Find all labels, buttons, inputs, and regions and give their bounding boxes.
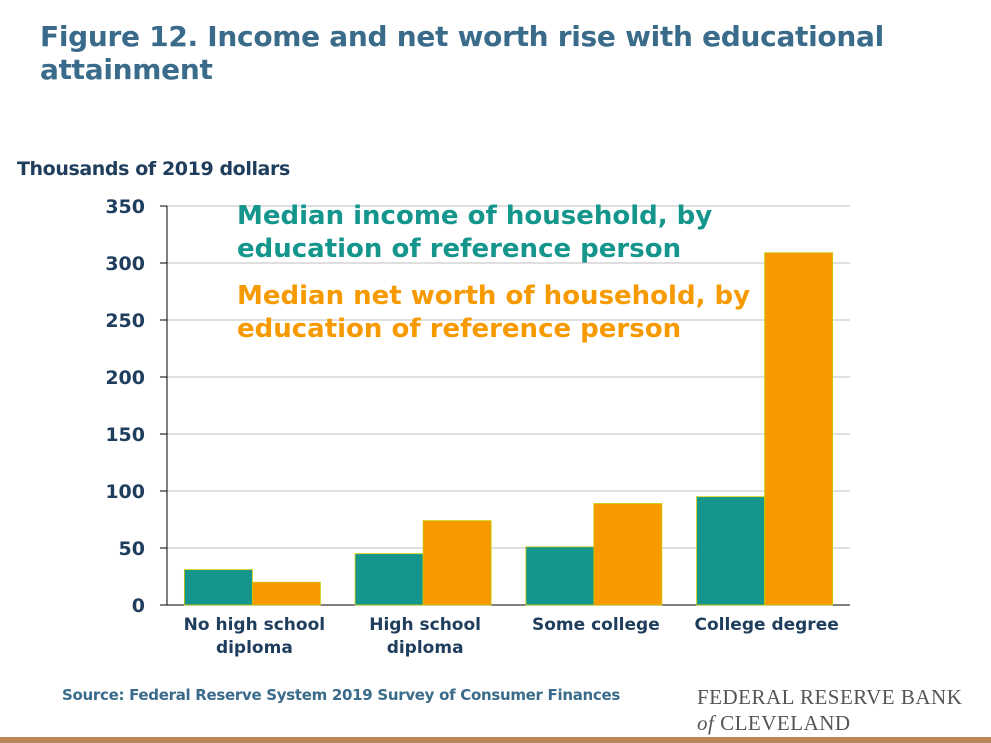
bar-income xyxy=(525,546,595,606)
bar-networth xyxy=(593,503,663,606)
footer-rule xyxy=(0,737,991,743)
bar-income xyxy=(354,553,424,606)
y-tick-label: 150 xyxy=(105,424,145,446)
y-tick-label: 100 xyxy=(105,481,145,503)
y-tick-label: 200 xyxy=(105,367,145,389)
y-tick-label: 250 xyxy=(105,310,145,332)
chart-title: Figure 12. Income and net worth rise wit… xyxy=(40,20,884,86)
bar-income xyxy=(183,569,253,606)
y-tick-label: 0 xyxy=(132,595,145,617)
logo-line-2: CLEVELAND xyxy=(720,711,851,735)
y-tick-label: 300 xyxy=(105,253,145,275)
bar-networth xyxy=(251,581,321,606)
x-tick-label: College degree xyxy=(694,615,838,635)
y-tick-label: 350 xyxy=(105,196,145,218)
x-tick-label: Some college xyxy=(532,615,660,635)
legend-entry-networth: Median net worth of household, by educati… xyxy=(237,281,750,344)
federal-reserve-logo: FEDERAL RESERVE BANK of CLEVELAND xyxy=(697,684,962,736)
x-tick-label: No high school diploma xyxy=(184,615,325,658)
bar-networth xyxy=(422,520,492,606)
bar-income xyxy=(696,496,766,606)
source-note: Source: Federal Reserve System 2019 Surv… xyxy=(62,686,621,704)
bar-networth xyxy=(764,252,834,606)
y-axis-label: Thousands of 2019 dollars xyxy=(17,158,290,180)
logo-of: of xyxy=(697,711,715,735)
y-tick-label: 50 xyxy=(119,538,145,560)
legend-entry-income: Median income of household, by education … xyxy=(237,201,712,264)
logo-line-1: FEDERAL RESERVE BANK xyxy=(697,685,963,709)
x-tick-label: High school diploma xyxy=(369,615,481,658)
